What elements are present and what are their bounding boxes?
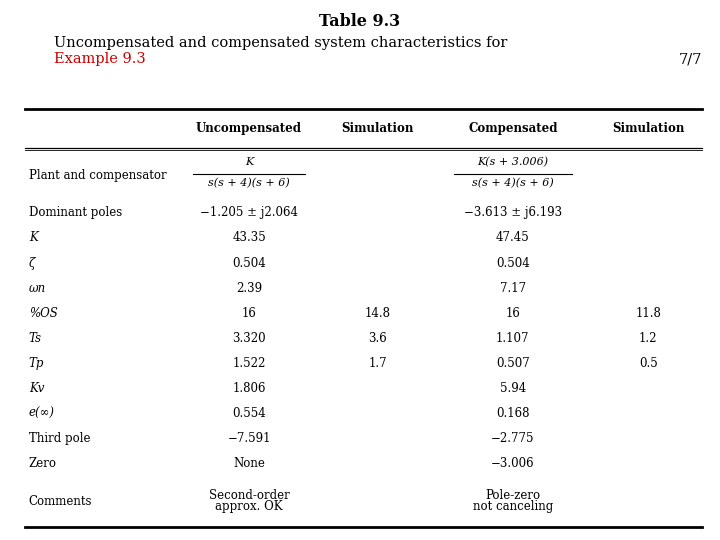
Text: s(s + 4)(s + 6): s(s + 4)(s + 6): [208, 178, 290, 188]
Text: 3.6: 3.6: [368, 332, 387, 345]
Text: 1.2: 1.2: [639, 332, 657, 345]
Text: 2.39: 2.39: [236, 282, 262, 295]
Text: 0.504: 0.504: [496, 256, 530, 269]
Text: 1.522: 1.522: [233, 357, 266, 370]
Text: None: None: [233, 457, 265, 470]
Text: 5.94: 5.94: [500, 382, 526, 395]
Text: not canceling: not canceling: [473, 501, 553, 514]
Text: ωn: ωn: [29, 282, 46, 295]
Text: −2.775: −2.775: [491, 432, 534, 445]
Text: Simulation: Simulation: [612, 122, 685, 135]
Text: 16: 16: [505, 307, 521, 320]
Text: Pole-zero: Pole-zero: [485, 489, 541, 502]
Text: 1.7: 1.7: [368, 357, 387, 370]
Text: K: K: [29, 232, 37, 245]
Text: 0.554: 0.554: [232, 407, 266, 420]
Text: Compensated: Compensated: [468, 122, 557, 135]
Text: Kv: Kv: [29, 382, 44, 395]
Text: Example 9.3: Example 9.3: [54, 52, 145, 66]
Text: 0.507: 0.507: [496, 357, 530, 370]
Text: −1.205 ± j2.064: −1.205 ± j2.064: [200, 206, 298, 219]
Text: ζ: ζ: [29, 256, 35, 269]
Text: −3.006: −3.006: [491, 457, 535, 470]
Text: Uncompensated: Uncompensated: [196, 122, 302, 135]
Text: Tp: Tp: [29, 357, 44, 370]
Text: 7/7: 7/7: [679, 52, 702, 66]
Text: 1.107: 1.107: [496, 332, 530, 345]
Text: 47.45: 47.45: [496, 232, 530, 245]
Text: Dominant poles: Dominant poles: [29, 206, 122, 219]
Text: Plant and compensator: Plant and compensator: [29, 168, 166, 182]
Text: Simulation: Simulation: [341, 122, 414, 135]
Text: Third pole: Third pole: [29, 432, 90, 445]
Text: 3.320: 3.320: [233, 332, 266, 345]
Text: 7.17: 7.17: [500, 282, 526, 295]
Text: Uncompensated and compensated system characteristics for: Uncompensated and compensated system cha…: [54, 36, 508, 50]
Text: 43.35: 43.35: [232, 232, 266, 245]
Text: s(s + 4)(s + 6): s(s + 4)(s + 6): [472, 178, 554, 188]
Text: K: K: [245, 157, 253, 167]
Text: 0.504: 0.504: [232, 256, 266, 269]
Text: 1.806: 1.806: [233, 382, 266, 395]
Text: approx. OK: approx. OK: [215, 501, 283, 514]
Text: 16: 16: [242, 307, 256, 320]
Text: Table 9.3: Table 9.3: [320, 14, 400, 30]
Text: Zero: Zero: [29, 457, 57, 470]
Text: 11.8: 11.8: [635, 307, 661, 320]
Text: e(∞): e(∞): [29, 407, 55, 420]
Text: Second-order: Second-order: [209, 489, 289, 502]
Text: −7.591: −7.591: [228, 432, 271, 445]
Text: −3.613 ± j6.193: −3.613 ± j6.193: [464, 206, 562, 219]
Text: %OS: %OS: [29, 307, 58, 320]
Text: 14.8: 14.8: [364, 307, 390, 320]
Text: Comments: Comments: [29, 495, 92, 508]
Text: K(s + 3.006): K(s + 3.006): [477, 157, 549, 167]
Text: 0.5: 0.5: [639, 357, 657, 370]
Text: 0.168: 0.168: [496, 407, 530, 420]
Text: Ts: Ts: [29, 332, 42, 345]
